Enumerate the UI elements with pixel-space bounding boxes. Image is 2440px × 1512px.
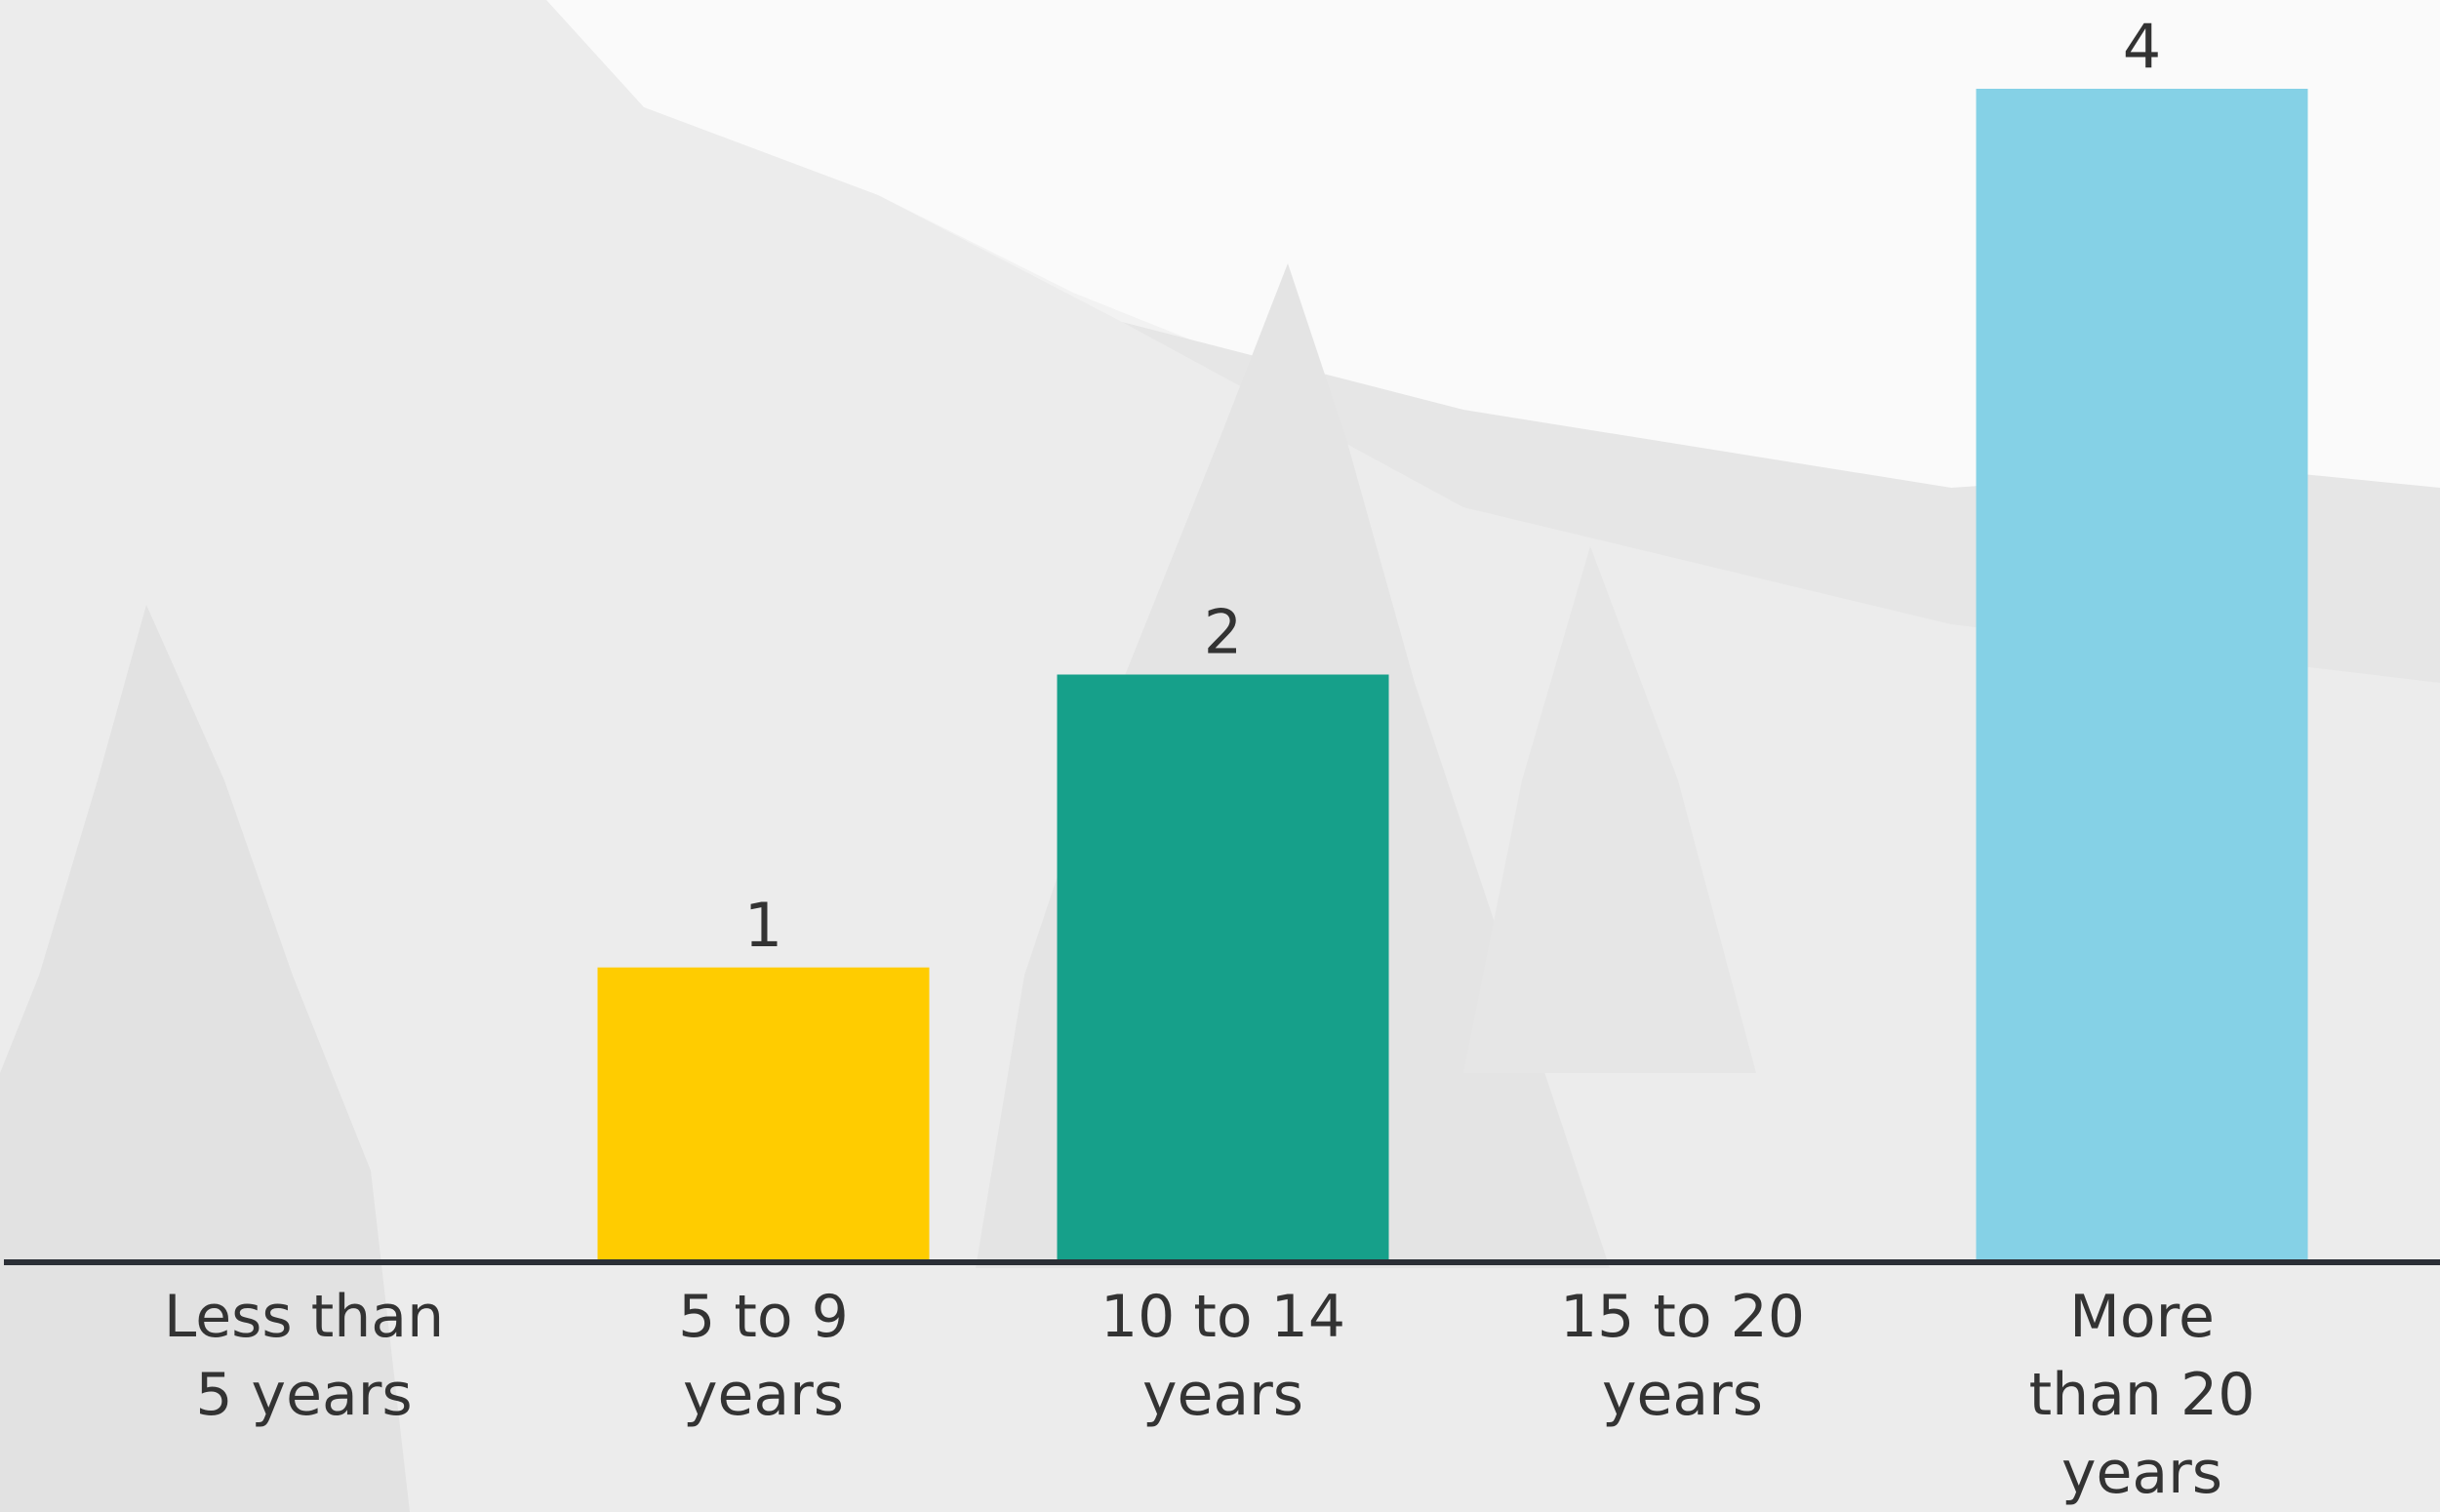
value-label: 2 — [1204, 597, 1242, 668]
bar — [597, 967, 930, 1260]
x-tick-label: More than 20 years — [2028, 1283, 2256, 1507]
bar — [1976, 89, 2308, 1260]
value-label: 1 — [744, 890, 782, 961]
value-label: 4 — [2123, 11, 2161, 82]
bar — [1057, 674, 1389, 1260]
x-tick-label: 10 to 14 years — [1100, 1283, 1346, 1429]
x-tick-label: 15 to 20 years — [1559, 1283, 1806, 1429]
x-tick-label: Less than 5 years — [163, 1283, 445, 1429]
x-tick-label: 5 to 9 years — [678, 1283, 849, 1429]
